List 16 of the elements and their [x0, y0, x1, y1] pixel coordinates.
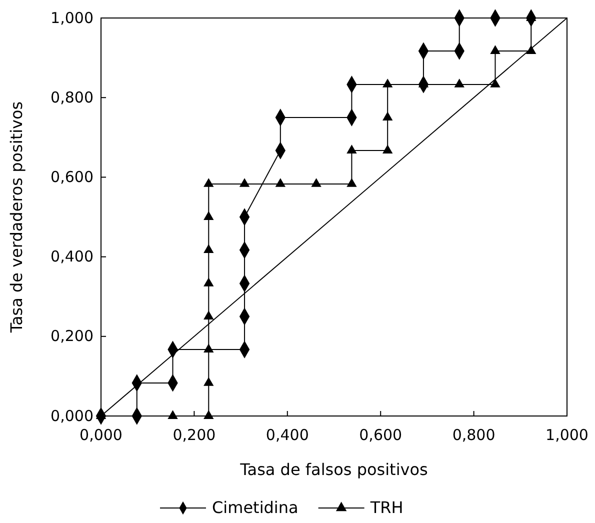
- x-tick-label: 0,000: [80, 426, 122, 444]
- x-axis-title: Tasa de falsos positivos: [239, 460, 428, 479]
- y-tick-label: 0,600: [50, 168, 94, 186]
- y-tick-label: 0,000: [50, 406, 94, 425]
- x-tick-label: 0,400: [266, 426, 309, 444]
- legend-label: TRH: [369, 498, 404, 517]
- x-tick-label: 1,000: [546, 426, 588, 444]
- x-tick-label: 0,600: [359, 426, 402, 444]
- y-axis-title: Tasa de verdaderos positivos: [7, 101, 26, 334]
- x-tick-label: 0,800: [452, 426, 496, 444]
- y-tick-label: 0,200: [50, 327, 94, 346]
- x-tick-label: 0,200: [172, 426, 216, 444]
- y-tick-label: 0,800: [50, 88, 94, 106]
- legend-label: Cimetidina: [212, 498, 298, 517]
- y-tick-label: 0,400: [50, 248, 94, 266]
- y-tick-label: 1,000: [50, 8, 94, 27]
